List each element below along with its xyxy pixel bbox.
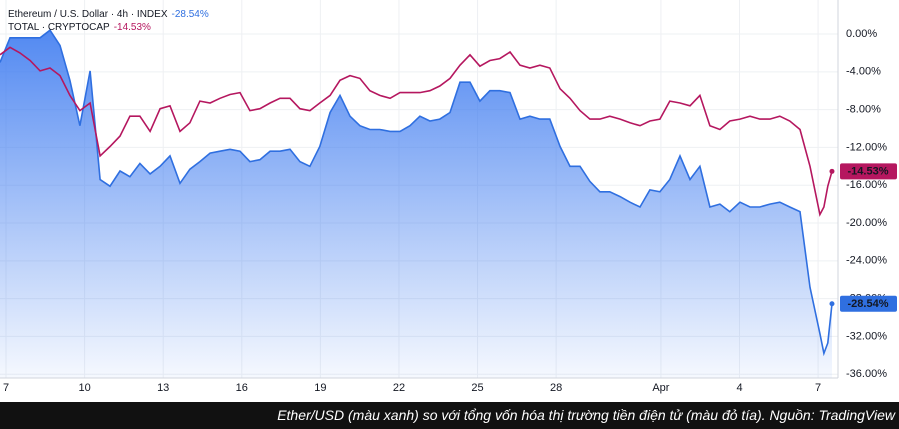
y-tick-label: -12.00%	[846, 141, 887, 153]
line	[0, 46, 833, 217]
price-tag-label: -14.53%	[848, 166, 889, 178]
legend-value: -14.53%	[114, 22, 151, 33]
last-point	[829, 168, 835, 174]
x-tick-label: 28	[550, 382, 562, 394]
y-tick-label: -4.00%	[846, 66, 881, 78]
last-point	[829, 301, 835, 307]
price-tag	[840, 295, 897, 312]
y-tick-label: -16.00%	[846, 179, 887, 191]
legend-value: -28.54%	[172, 9, 209, 20]
x-tick-label: 19	[314, 382, 326, 394]
x-tick-label: 4	[736, 382, 742, 394]
legend-name: TOTAL · CRYPTOCAP	[8, 22, 110, 33]
x-tick-label: Apr	[652, 382, 669, 394]
y-tick-label: -8.00%	[846, 104, 881, 116]
x-tick-label: 7	[815, 382, 821, 394]
y-tick-label: -32.00%	[846, 330, 887, 342]
x-tick-label: 10	[78, 382, 90, 394]
legend-name: Ethereum / U.S. Dollar · 4h · INDEX	[8, 9, 168, 20]
legend-label: TOTAL · CRYPTOCAP -14.53%	[8, 22, 151, 33]
price-tag-label: -28.54%	[848, 298, 889, 310]
legend-label: Ethereum / U.S. Dollar · 4h · INDEX -28.5…	[8, 9, 209, 20]
y-tick-label: 0.00%	[846, 28, 877, 40]
x-tick-label: 25	[471, 382, 483, 394]
x-tick-label: 7	[3, 382, 9, 394]
chart: 0.00% -4.00% -8.00% -12.00% -16.00% -20.00% -2…	[0, 0, 897, 394]
y-tick-label: -24.00%	[846, 255, 887, 267]
price-tag	[840, 163, 897, 180]
line	[0, 29, 833, 357]
y-tick-label: -20.00%	[846, 217, 887, 229]
y-tick-label: -36.00%	[846, 368, 887, 380]
x-tick-label: 13	[157, 382, 169, 394]
x-tick-label: 22	[393, 382, 405, 394]
caption: Ether/USD (màu xanh) so với tổng vốn hóa…	[0, 402, 899, 429]
x-tick-label: 16	[236, 382, 248, 394]
area	[0, 30, 832, 378]
